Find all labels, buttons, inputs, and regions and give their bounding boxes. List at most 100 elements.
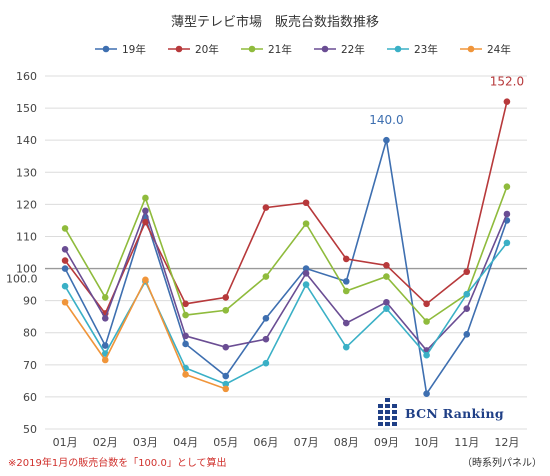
reference-label: 100.0 (6, 273, 38, 286)
data-point (383, 305, 390, 312)
data-point (342, 287, 350, 295)
data-point (222, 343, 230, 351)
x-tick-label: 01月 (53, 436, 78, 449)
x-axis: 01月 02月 03月 04月 05月 06月 07月 08月 09月 10月 11月 12月 (53, 436, 520, 449)
brand-mark-block (392, 416, 397, 420)
y-axis: 50 60 70 80 90 100 110 120 130 140 150 160 100.0 (6, 70, 38, 436)
brand-logo: BCN Ranking (378, 398, 504, 426)
data-point (302, 281, 310, 288)
data-point (463, 268, 471, 276)
data-point (61, 282, 69, 290)
brand-mark-block (385, 410, 390, 414)
brand-mark-block (378, 422, 383, 426)
data-point (61, 245, 69, 253)
series-line (64, 208, 508, 352)
data-point (101, 314, 109, 322)
data-point (342, 343, 350, 351)
brand-name: BCN Ranking (405, 406, 504, 421)
series-5 (61, 276, 230, 393)
footnote: ※2019年1月の販売台数を「100.0」として算出 (8, 456, 227, 469)
data-point (222, 306, 230, 314)
brand-mark-block (392, 410, 397, 414)
x-tick-label: 05月 (213, 436, 238, 449)
data-point (222, 294, 230, 301)
data-point (142, 218, 149, 226)
x-tick-label: 02月 (93, 436, 118, 449)
brand-mark-block (378, 404, 383, 408)
data-point (503, 239, 511, 247)
data-point (262, 359, 270, 367)
y-tick-label: 160 (16, 70, 37, 83)
panel-note: （時系列パネル） (462, 456, 542, 469)
data-point (101, 294, 109, 301)
data-point (101, 356, 109, 364)
data-point (101, 342, 109, 349)
y-tick-label: 60 (23, 391, 37, 404)
data-point (463, 305, 471, 312)
legend-swatch-marker (394, 45, 402, 53)
chart-title: 薄型テレビ市場 販売台数指数推移 (171, 14, 379, 30)
y-tick-label: 130 (16, 166, 37, 179)
data-point (423, 300, 430, 308)
brand-mark-block (378, 410, 383, 414)
y-tick-label: 110 (16, 230, 37, 243)
y-tick-label: 50 (23, 423, 37, 436)
data-point (423, 390, 430, 398)
x-tick-label: 12月 (494, 436, 519, 449)
series-line (64, 277, 227, 390)
data-point (423, 318, 430, 325)
data-point (503, 98, 511, 105)
legend: 19年 20年 21年 22年 23年 24年 (95, 43, 511, 56)
legend-swatch-marker (102, 45, 110, 53)
data-point (61, 257, 69, 264)
grid (45, 75, 527, 430)
series-layer (61, 98, 511, 398)
legend-label: 20年 (195, 43, 219, 56)
series-line (64, 186, 508, 323)
data-point (142, 194, 149, 202)
data-point (302, 270, 310, 277)
data-point (302, 220, 310, 227)
legend-swatch-marker (175, 45, 183, 53)
data-point (61, 225, 69, 232)
data-point (302, 265, 310, 272)
data-point (182, 340, 189, 348)
x-tick-label: 04月 (173, 436, 198, 449)
data-point (142, 276, 149, 284)
x-tick-label: 08月 (334, 436, 359, 449)
legend-label: 23年 (414, 43, 438, 56)
legend-label: 22年 (341, 43, 365, 56)
data-point (302, 199, 310, 207)
annotation-label: 140.0 (369, 113, 403, 127)
data-point (182, 311, 189, 319)
legend-swatch-marker (467, 45, 475, 53)
legend-label: 19年 (122, 43, 146, 56)
data-point (222, 372, 230, 380)
y-tick-label: 90 (23, 295, 37, 308)
x-tick-label: 11月 (454, 436, 479, 449)
series-line (64, 101, 508, 316)
data-point (262, 273, 270, 280)
y-tick-label: 100 (16, 263, 37, 276)
legend-label: 24年 (487, 43, 511, 56)
x-tick-label: 07月 (294, 436, 319, 449)
x-tick-label: 10月 (414, 436, 439, 449)
y-tick-label: 120 (16, 198, 37, 211)
data-point (182, 300, 189, 308)
brand-mark-block (385, 398, 390, 402)
brand-mark-block (385, 416, 390, 420)
series-3 (61, 207, 511, 354)
data-point (503, 210, 511, 218)
data-point (61, 298, 69, 306)
series-0 (61, 136, 511, 398)
data-point (61, 265, 69, 272)
data-point (262, 335, 270, 343)
legend-swatch-marker (321, 45, 329, 53)
data-point (463, 290, 471, 298)
legend-swatch-marker (248, 45, 256, 53)
annotations: 152.0 140.0 (369, 75, 524, 128)
y-tick-label: 80 (23, 327, 37, 340)
brand-mark-block (392, 422, 397, 426)
brand-mark-block (378, 416, 383, 420)
